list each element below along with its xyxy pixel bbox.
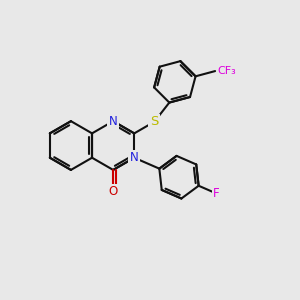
Text: F: F — [213, 187, 220, 200]
Text: S: S — [150, 115, 158, 128]
Text: N: N — [130, 151, 139, 164]
Text: N: N — [109, 115, 118, 128]
Text: CF₃: CF₃ — [218, 66, 236, 76]
Text: O: O — [109, 185, 118, 198]
